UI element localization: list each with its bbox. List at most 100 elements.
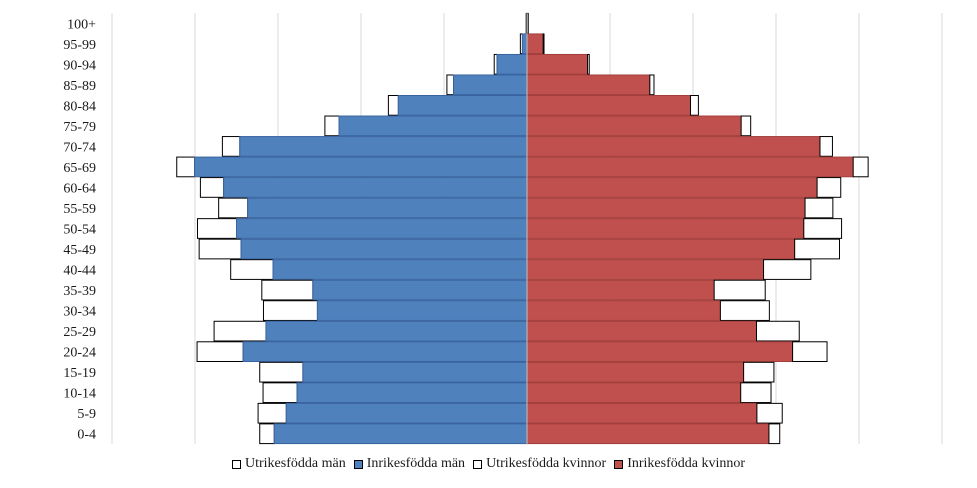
bar-inrikes-man xyxy=(453,74,528,96)
bar-inrikes-man xyxy=(239,136,528,157)
bar-utrikes-kvinnor xyxy=(740,115,752,137)
bar-utrikes-man xyxy=(198,238,242,260)
bar-inrikes-man xyxy=(242,341,528,362)
y-tick-label: 0-4 xyxy=(77,428,96,443)
y-tick-label: 25-29 xyxy=(63,325,96,340)
bar-inrikes-kvinnor xyxy=(526,177,818,198)
bar-utrikes-kvinnor xyxy=(804,197,834,219)
bar-inrikes-man xyxy=(272,259,528,280)
bar-inrikes-kvinnor xyxy=(526,259,765,280)
bar-inrikes-man xyxy=(312,279,528,301)
bar-inrikes-kvinnor xyxy=(526,156,854,178)
bar-utrikes-kvinnor xyxy=(756,402,783,424)
bar-inrikes-man xyxy=(285,402,528,424)
bar-inrikes-man xyxy=(397,95,528,116)
y-tick-label: 100+ xyxy=(67,17,96,32)
y-tick-label: 65-69 xyxy=(63,161,96,176)
bar-utrikes-kvinnor xyxy=(816,177,842,198)
bar-utrikes-man xyxy=(387,95,399,116)
bar-utrikes-kvinnor xyxy=(713,279,766,301)
bar-utrikes-kvinnor xyxy=(587,53,590,75)
legend-swatch-inrikes-man xyxy=(353,459,363,469)
bar-inrikes-kvinnor xyxy=(526,341,794,362)
bar-inrikes-man xyxy=(273,423,528,445)
bar-inrikes-kvinnor xyxy=(526,218,805,239)
bar-inrikes-man xyxy=(302,361,528,383)
bar-inrikes-kvinnor xyxy=(526,115,742,137)
y-tick-label: 90-94 xyxy=(63,58,96,73)
y-axis-tick-labels: 100+ 95-99 90-94 85-89 80-84 75-79 70-74 65-69 6… xyxy=(63,17,96,442)
bar-utrikes-man xyxy=(230,259,274,280)
bar-inrikes-man xyxy=(265,320,528,342)
legend-swatch-utrikes-kvinnor xyxy=(473,459,483,469)
y-tick-label: 60-64 xyxy=(63,181,96,196)
bar-utrikes-kvinnor xyxy=(542,33,545,55)
y-tick-label: 55-59 xyxy=(63,202,96,217)
bar-inrikes-kvinnor xyxy=(526,95,692,116)
bar-inrikes-man xyxy=(296,382,528,404)
bar-inrikes-man xyxy=(240,238,528,260)
bar-utrikes-man xyxy=(262,300,318,321)
bar-utrikes-kvinnor xyxy=(690,95,699,116)
bar-utrikes-man xyxy=(221,136,241,157)
bars xyxy=(176,12,869,445)
bar-utrikes-man xyxy=(324,115,340,137)
bar-inrikes-kvinnor xyxy=(526,74,651,96)
bar-utrikes-man xyxy=(446,74,455,96)
y-tick-label: 50-54 xyxy=(63,223,96,238)
legend-item-inrikes-man: Inrikesfödda män xyxy=(353,456,465,472)
legend: Utrikesfödda män Inrikesfödda män Utrike… xyxy=(232,456,745,472)
y-tick-label: 15-19 xyxy=(63,366,96,381)
bar-inrikes-kvinnor xyxy=(526,382,742,404)
y-tick-label: 95-99 xyxy=(63,38,96,53)
bar-utrikes-man xyxy=(218,197,249,219)
bar-utrikes-kvinnor xyxy=(803,218,843,239)
y-tick-label: 70-74 xyxy=(63,140,96,155)
bar-inrikes-kvinnor xyxy=(526,197,806,219)
bar-utrikes-kvinnor xyxy=(763,259,812,280)
bar-utrikes-kvinnor xyxy=(792,341,828,362)
y-tick-label: 35-39 xyxy=(63,284,96,299)
bar-inrikes-man xyxy=(247,197,528,219)
bar-utrikes-kvinnor xyxy=(755,320,800,342)
legend-label-inrikes-kvinnor: Inrikesfödda kvinnor xyxy=(627,456,746,471)
legend-swatch-inrikes-kvinnor xyxy=(614,459,624,469)
bar-utrikes-kvinnor xyxy=(794,238,840,260)
legend-label-utrikes-man: Utrikesfödda män xyxy=(245,456,346,471)
bar-inrikes-kvinnor xyxy=(526,361,745,383)
bar-inrikes-kvinnor xyxy=(526,238,796,260)
bar-utrikes-kvinnor xyxy=(649,74,655,96)
bar-inrikes-kvinnor xyxy=(526,402,758,424)
bar-inrikes-man xyxy=(316,300,528,321)
bar-utrikes-man xyxy=(262,382,298,404)
bar-utrikes-man xyxy=(199,177,225,198)
bar-inrikes-man xyxy=(338,115,528,137)
y-tick-label: 85-89 xyxy=(63,79,96,94)
legend-label-utrikes-kvinnor: Utrikesfödda kvinnor xyxy=(486,456,607,471)
bar-utrikes-man xyxy=(196,218,238,239)
bar-utrikes-man xyxy=(261,279,314,301)
bar-utrikes-kvinnor xyxy=(819,136,833,157)
bar-inrikes-kvinnor xyxy=(526,53,589,75)
bar-inrikes-kvinnor xyxy=(526,33,544,55)
y-tick-label: 30-34 xyxy=(63,305,96,320)
legend-item-utrikes-man: Utrikesfödda män xyxy=(232,456,346,472)
legend-swatch-utrikes-man xyxy=(232,459,241,469)
y-tick-label: 45-49 xyxy=(63,243,96,258)
bar-inrikes-kvinnor xyxy=(526,300,721,321)
bar-utrikes-kvinnor xyxy=(743,361,775,383)
bar-inrikes-kvinnor xyxy=(526,136,821,157)
bar-utrikes-kvinnor xyxy=(740,382,772,404)
bar-utrikes-man xyxy=(259,361,304,383)
bar-inrikes-kvinnor xyxy=(526,320,757,342)
bar-utrikes-man xyxy=(259,423,275,445)
bar-inrikes-man xyxy=(496,53,528,75)
y-tick-label: 75-79 xyxy=(63,120,96,135)
bar-inrikes-man xyxy=(194,156,528,178)
bar-utrikes-man xyxy=(257,402,287,424)
y-tick-label: 80-84 xyxy=(63,99,96,114)
bar-utrikes-kvinnor xyxy=(719,300,770,321)
legend-item-utrikes-kvinnor: Utrikesfödda kvinnor xyxy=(473,456,606,472)
y-tick-label: 20-24 xyxy=(63,346,96,361)
